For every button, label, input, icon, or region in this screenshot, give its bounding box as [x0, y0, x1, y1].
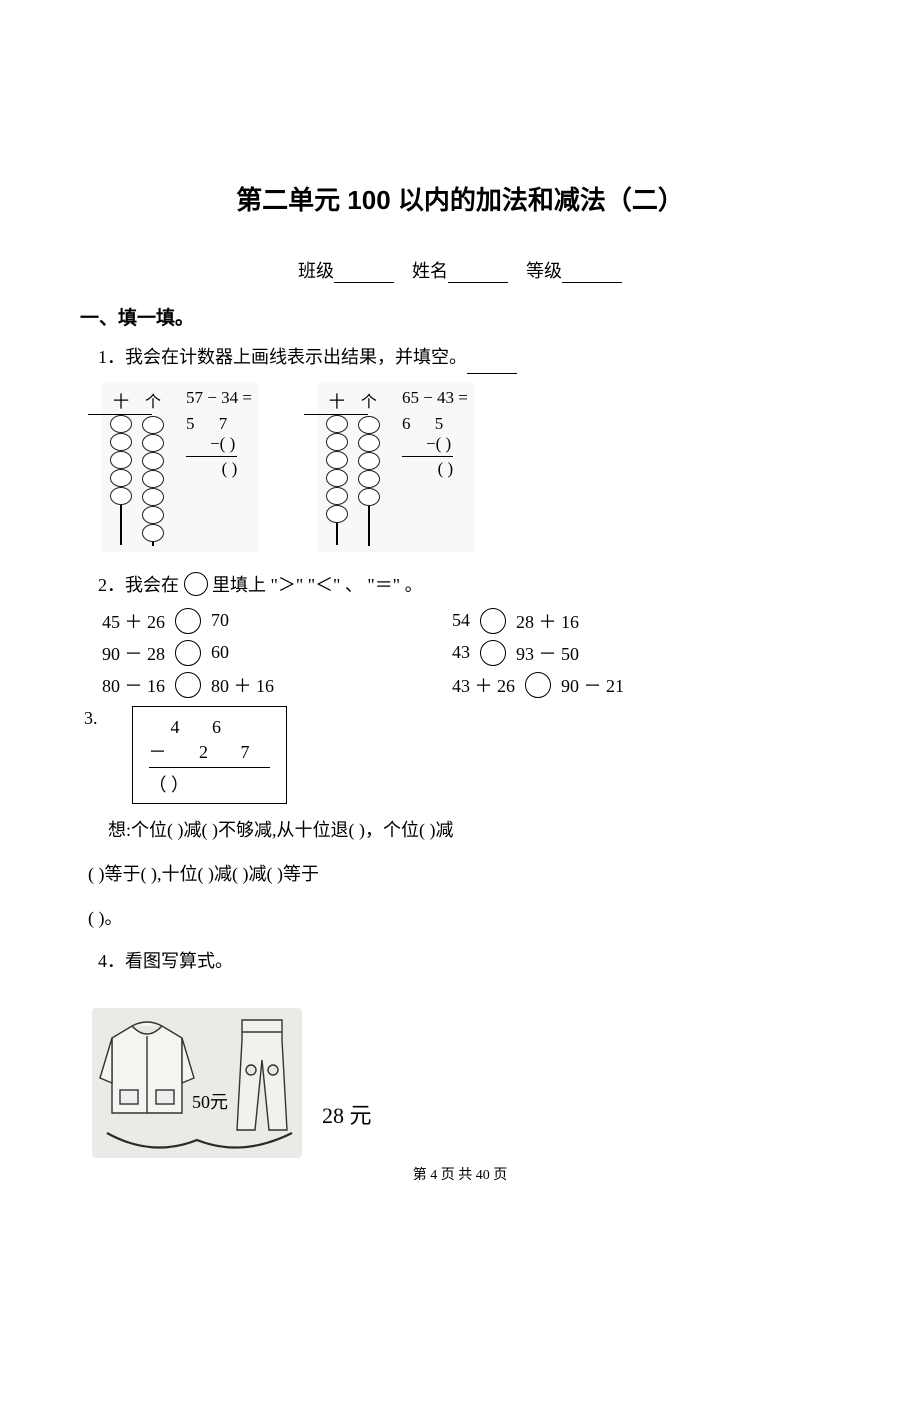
q3-box: 4 6 － 2 7 （ ）	[132, 706, 287, 804]
cmp-expr: 28 ＋ 16	[516, 608, 579, 634]
cmp-expr: 90 － 28	[102, 640, 165, 666]
page-title: 第二单元 100 以内的加法和减法（二）	[80, 180, 840, 217]
name-label: 姓名	[412, 261, 448, 281]
calc-mid[interactable]: −( )	[186, 434, 237, 457]
circle-blank[interactable]	[175, 672, 201, 698]
abacus-block: 十 个	[318, 382, 474, 552]
clothes-image: 50元	[92, 1008, 302, 1158]
abacus-block: 十 个	[102, 382, 258, 552]
q3-number: 3.	[84, 708, 98, 729]
cmp-expr: 80 － 16	[102, 672, 165, 698]
class-blank[interactable]	[334, 262, 394, 283]
q4-figure: 50元 28 元	[92, 1008, 840, 1158]
cmp-expr: 90 － 21	[561, 672, 624, 698]
ones-label: 个	[361, 388, 377, 412]
compare-grid: 45 ＋ 26 70 54 28 ＋ 16 90 － 28 60 43 93 －…	[102, 608, 840, 698]
cmp-expr: 43 ＋ 26	[452, 672, 515, 698]
cmp-expr: 60	[211, 642, 229, 663]
q1-text: 1．我会在计数器上画线表示出结果，并填空。	[98, 340, 840, 374]
abacus-row: 十 个	[102, 382, 840, 552]
cmp-expr: 43	[452, 642, 470, 663]
cmp-expr: 70	[211, 610, 229, 631]
q4-label: 4．看图写算式。	[98, 944, 840, 978]
grade-blank[interactable]	[562, 262, 622, 283]
q3-rowC[interactable]: （ ）	[149, 768, 270, 797]
q1-blank[interactable]	[467, 353, 517, 374]
calc-block: 65 − 43 = 6 5 −( ) ( )	[402, 388, 468, 479]
calc-top: 6 5	[402, 414, 453, 434]
calc-bot[interactable]: ( )	[402, 457, 453, 479]
circle-icon	[184, 572, 208, 596]
tens-beads	[106, 415, 136, 505]
name-blank[interactable]	[448, 262, 508, 283]
expr: 65 − 43 =	[402, 388, 468, 408]
q3-explain2[interactable]: ( )等于( ),十位( )减( )减( )等于	[88, 856, 840, 892]
calc-mid[interactable]: −( )	[402, 434, 453, 457]
q2-text: 2．我会在 里填上 "＞" "＜" 、 "＝" 。	[98, 568, 840, 602]
page-footer: 第 4 页 共 40 页	[80, 1164, 840, 1184]
tens-label: 十	[329, 388, 345, 412]
circle-blank[interactable]	[175, 640, 201, 666]
cmp-expr: 45 ＋ 26	[102, 608, 165, 634]
calc-bot[interactable]: ( )	[186, 457, 237, 479]
pants-price: 28 元	[322, 1098, 372, 1130]
section1-heading: 一、填一填。	[80, 303, 840, 330]
grade-label: 等级	[526, 261, 562, 281]
ones-beads	[138, 416, 168, 542]
calc-block: 57 − 34 = 5 7 −( ) ( )	[186, 388, 252, 479]
circle-blank[interactable]	[480, 608, 506, 634]
ones-label: 个	[145, 388, 161, 412]
jacket-price-text: 50元	[192, 1092, 228, 1112]
tens-label: 十	[113, 388, 129, 412]
tens-beads	[322, 415, 352, 523]
cmp-expr: 80 ＋ 16	[211, 672, 274, 698]
q3-explain3[interactable]: ( )。	[88, 900, 840, 936]
class-label: 班级	[298, 261, 334, 281]
q3-rowB: － 2 7	[149, 738, 270, 768]
calc-top: 5 7	[186, 414, 237, 434]
q3-explain1[interactable]: 想:个位( )减( )不够减,从十位退( )，个位( )减	[108, 812, 840, 848]
expr: 57 − 34 =	[186, 388, 252, 408]
cmp-expr: 54	[452, 610, 470, 631]
student-info-line: 班级 姓名 等级	[80, 257, 840, 283]
circle-blank[interactable]	[525, 672, 551, 698]
cmp-expr: 93 － 50	[516, 640, 579, 666]
ones-beads	[354, 416, 384, 506]
q3-rowA: 4 6	[149, 717, 270, 738]
circle-blank[interactable]	[175, 608, 201, 634]
circle-blank[interactable]	[480, 640, 506, 666]
